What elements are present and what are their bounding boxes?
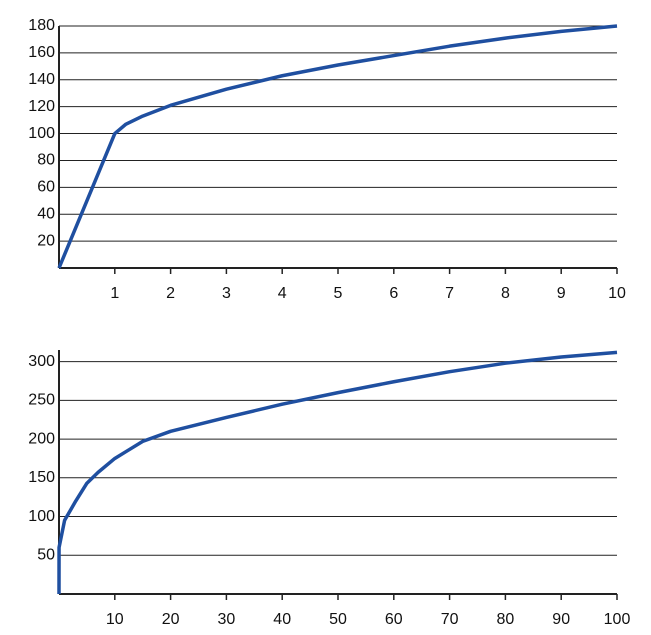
y-tick-label: 100 [28,125,55,142]
y-tick-label: 140 [28,71,55,88]
x-tick-label: 3 [222,285,231,302]
x-tick-label: 8 [501,285,510,302]
y-tick-label: 40 [37,205,55,222]
x-tick-label: 9 [557,285,566,302]
y-tick-label: 20 [37,232,55,249]
y-tick-label: 200 [28,430,55,447]
y-tick-label: 180 [28,17,55,34]
x-tick-label: 60 [385,611,403,628]
x-tick-label: 90 [552,611,570,628]
x-tick-label: 1 [110,285,119,302]
x-tick-label: 100 [604,611,631,628]
x-tick-label: 7 [445,285,454,302]
x-tick-label: 30 [218,611,236,628]
x-tick-label: 80 [497,611,515,628]
x-tick-label: 10 [106,611,124,628]
data-line [57,350,618,595]
y-tick-label: 300 [28,353,55,370]
x-tick-label: 10 [608,285,626,302]
x-tick-label: 2 [166,285,175,302]
y-tick-label: 50 [37,546,55,563]
x-tick-label: 6 [389,285,398,302]
y-tick-label: 160 [28,44,55,61]
y-tick-label: 250 [28,392,55,409]
y-tick-label: 80 [37,152,55,169]
y-tick-label: 100 [28,508,55,525]
x-tick-label: 40 [273,611,291,628]
y-tick-label: 120 [28,98,55,115]
data-line [57,24,618,269]
x-tick-label: 50 [329,611,347,628]
x-tick-label: 70 [441,611,459,628]
x-tick-label: 4 [278,285,287,302]
y-tick-label: 150 [28,469,55,486]
y-tick-label: 60 [37,179,55,196]
x-tick-label: 20 [162,611,180,628]
x-tick-label: 5 [334,285,343,302]
